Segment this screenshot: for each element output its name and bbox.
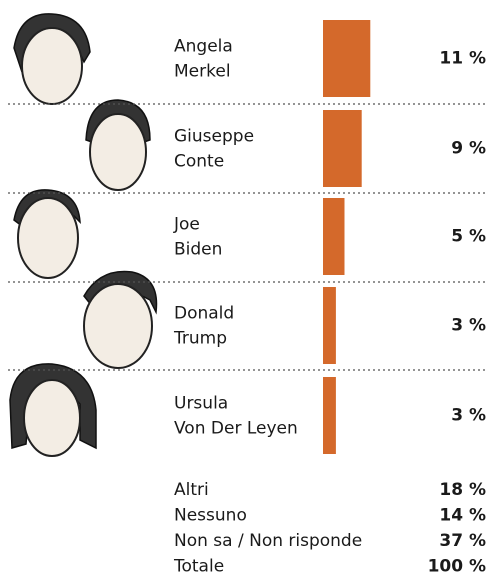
summary-value: 14 % [439, 506, 486, 526]
summary-label: Totale [173, 557, 224, 577]
summary-value: 18 % [439, 480, 486, 500]
portraits [10, 14, 157, 456]
summary-label: Nessuno [174, 506, 247, 526]
candidate-name: Conte [174, 152, 224, 172]
candidate-name: Giuseppe [174, 127, 254, 147]
bar [323, 198, 345, 275]
candidate-name: Donald [174, 304, 234, 324]
value-label: 9 % [451, 139, 486, 159]
bar [323, 377, 336, 454]
value-label: 3 % [451, 316, 486, 336]
candidate-name: Von Der Leyen [174, 419, 298, 439]
candidate-name: Angela [174, 37, 233, 57]
value-label: 3 % [451, 406, 486, 426]
value-label: 11 % [439, 49, 486, 69]
candidate-name: Ursula [174, 394, 228, 414]
summary-value: 100 % [428, 557, 486, 577]
value-label: 5 % [451, 227, 486, 247]
bar [323, 287, 336, 364]
summary-label: Altri [174, 480, 209, 500]
candidate-name: Biden [174, 240, 222, 260]
chart: Angela Merkel 11 % Giuseppe Conte 9 % Joe Biden… [0, 0, 490, 579]
bar [323, 20, 370, 97]
bar [323, 110, 362, 187]
candidate-name: Joe [173, 215, 200, 235]
summary-label: Non sa / Non risponde [174, 531, 362, 551]
candidate-name: Merkel [174, 62, 231, 82]
candidate-name: Trump [173, 329, 227, 349]
summary-value: 37 % [439, 531, 486, 551]
